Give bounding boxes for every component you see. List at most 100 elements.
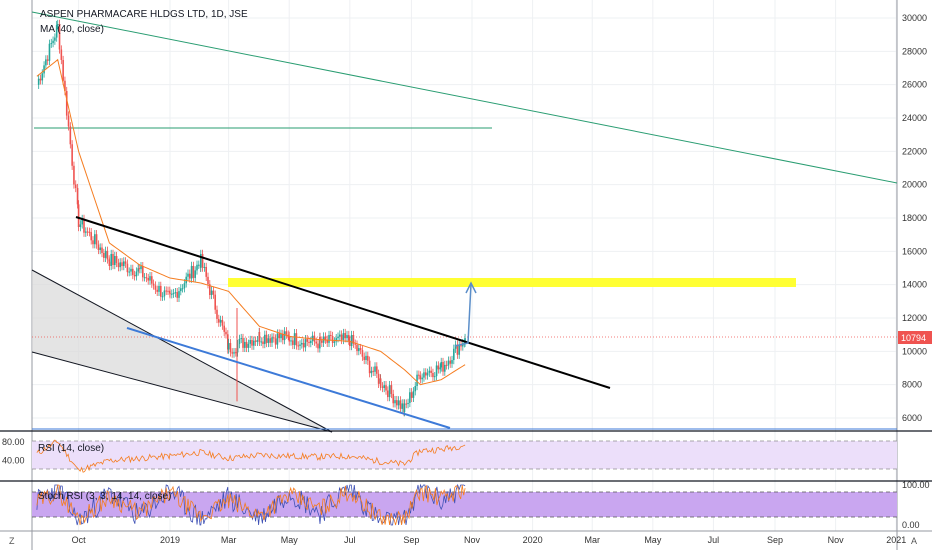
time-tick-label: Jul	[344, 535, 356, 545]
candle-body	[79, 224, 82, 228]
candle-body	[372, 370, 375, 372]
stoch-series	[36, 483, 466, 526]
resistance-zone[interactable]	[228, 278, 796, 287]
candle-body	[189, 273, 191, 279]
candle-body	[71, 144, 73, 166]
candle-body	[180, 288, 182, 292]
candle-body	[324, 336, 327, 340]
oscillator-axis: 80.00 40.00 100.00 0.00	[2, 437, 930, 530]
candle-body	[407, 402, 409, 405]
candle-body	[90, 232, 93, 241]
rsi-line[interactable]	[36, 439, 466, 473]
candle-body	[440, 361, 443, 368]
candle-body	[187, 273, 189, 277]
candle-body	[135, 271, 138, 277]
candle-body	[337, 336, 339, 339]
candle-body	[401, 403, 404, 409]
stoch-legend[interactable]: Stoch RSI (3, 3, 14, 14, close)	[38, 491, 171, 502]
chart-title[interactable]: ASPEN PHARMACARE HLDGS LTD, 1D, JSE	[40, 9, 248, 20]
candle-body	[174, 292, 177, 294]
candle-body	[83, 218, 85, 233]
candle-body	[317, 343, 319, 349]
candle-body	[392, 393, 395, 404]
candle-body	[387, 390, 389, 398]
candle-body	[216, 309, 218, 319]
candle-body	[311, 335, 314, 341]
candle-body	[299, 344, 301, 346]
candle-body	[442, 361, 444, 372]
candle-body	[208, 284, 211, 295]
candle-body	[128, 271, 130, 273]
candle-body	[244, 341, 246, 348]
candle-body	[439, 367, 441, 370]
stoch-k-line[interactable]	[36, 483, 466, 526]
candle-body	[217, 318, 220, 323]
time-axis[interactable]: Oct 2019 Mar May Jul Sep Nov 2020 Mar May Jul Sep No…	[72, 535, 907, 545]
time-tick-label: 2021	[886, 535, 906, 545]
candle-body	[207, 276, 209, 285]
blue-channel-line[interactable]	[126, 327, 451, 429]
candle-body	[254, 340, 257, 342]
candle-body	[379, 378, 382, 387]
candle-body	[416, 374, 418, 386]
rsi-legend[interactable]: RSI (14, close)	[38, 443, 104, 454]
wedge-lower-line[interactable]	[31, 351, 333, 433]
last-price-tag-text: 10794	[901, 333, 926, 343]
ma-line[interactable]	[36, 58, 466, 386]
candle-body	[154, 285, 157, 290]
time-tick-label: 2020	[523, 535, 543, 545]
candle-body	[432, 372, 434, 378]
ma-legend[interactable]: MA (40, close)	[40, 24, 104, 35]
projection-arrow-path[interactable]	[454, 283, 472, 347]
candle-body	[227, 343, 230, 350]
candle-body	[302, 342, 305, 348]
candle-body	[383, 385, 386, 388]
candle-body	[171, 293, 173, 295]
candle-body	[199, 253, 202, 268]
candle-body	[342, 333, 345, 340]
candle-body	[115, 256, 118, 263]
stoch-d-line[interactable]	[36, 484, 466, 526]
candle-body	[376, 366, 378, 374]
candle-body	[67, 115, 70, 127]
candle-body	[138, 268, 141, 270]
candle-body	[95, 234, 98, 245]
candle-body	[385, 385, 387, 391]
candle-body	[377, 373, 380, 384]
rsi-series	[36, 439, 466, 473]
candle-body	[278, 333, 281, 339]
candle-body	[119, 262, 121, 268]
candle-body	[310, 340, 312, 344]
price-axis[interactable]: 30000 28000 26000 24000 22000 20000 18000 16000…	[902, 13, 927, 423]
candle-body	[295, 333, 298, 346]
candle-body	[69, 126, 72, 145]
candle-body	[92, 240, 94, 245]
candle-body	[161, 296, 164, 298]
candle-body	[56, 23, 59, 26]
zoom-reset-label[interactable]: Z	[9, 536, 15, 546]
long-green-trendline[interactable]	[31, 11, 898, 184]
wedge-upper-line[interactable]	[31, 269, 333, 433]
candle-body	[214, 294, 216, 310]
price-tick-label: 24000	[902, 113, 927, 123]
candle-body	[290, 340, 292, 342]
candle-body	[359, 348, 362, 351]
candle-body	[113, 256, 116, 265]
candle-body	[143, 277, 146, 279]
price-tick-label: 6000	[902, 413, 922, 423]
auto-scale-label[interactable]: A	[911, 536, 917, 546]
rsi-tick-label: 40.00	[2, 456, 25, 466]
candle-body	[424, 372, 427, 376]
candle-body	[190, 265, 193, 279]
candle-body	[308, 341, 310, 344]
candle-body	[444, 364, 446, 372]
black-descending-trendline[interactable]	[75, 216, 611, 389]
candle-body	[396, 400, 398, 406]
candle-body	[260, 341, 263, 343]
candle-body	[151, 276, 153, 284]
candle-body	[240, 338, 243, 340]
candle-body	[340, 334, 343, 340]
time-tick-label: Sep	[403, 535, 419, 545]
